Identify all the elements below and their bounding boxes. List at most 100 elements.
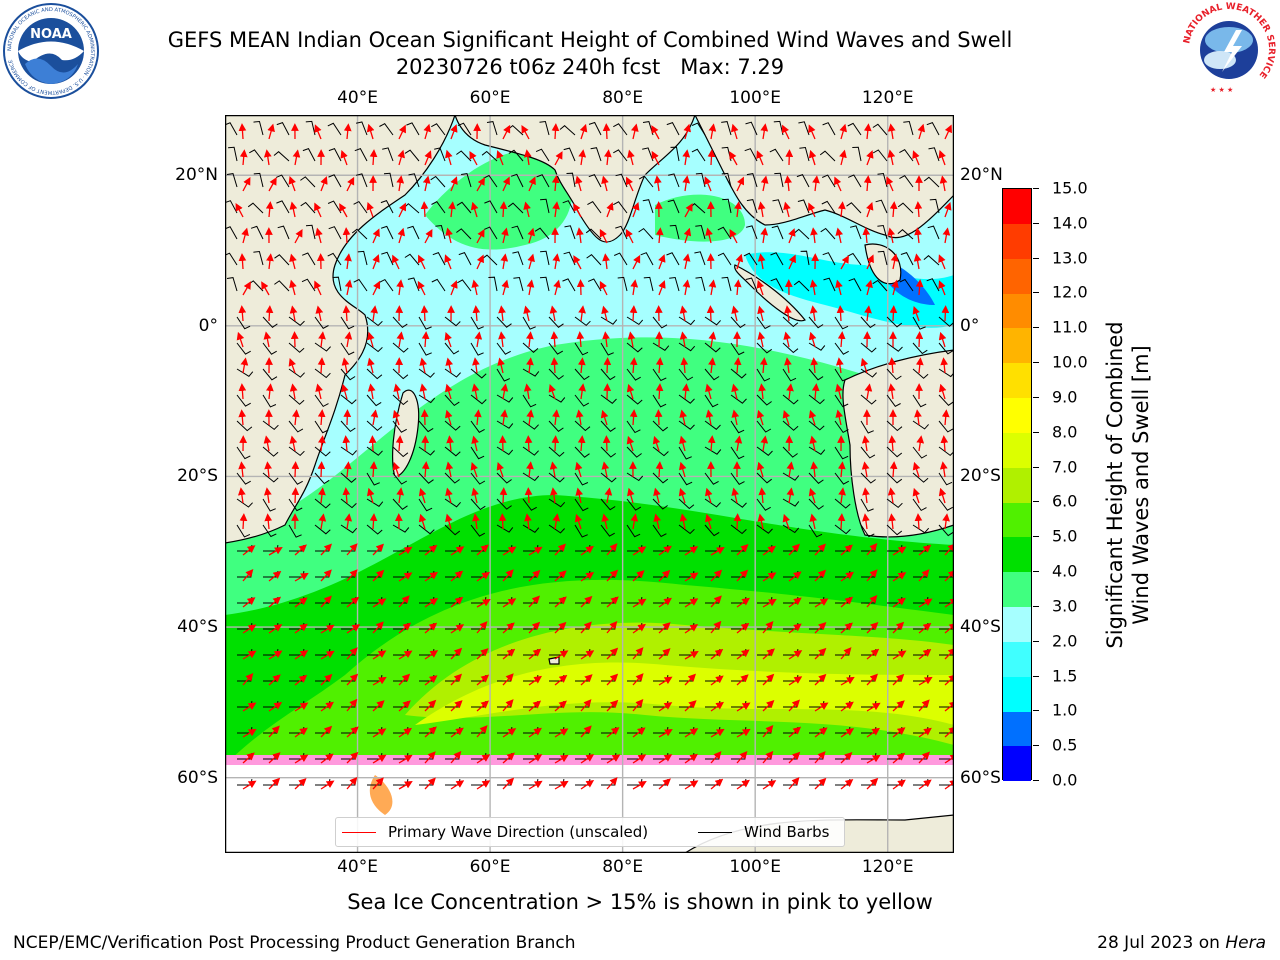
wave-direction-arrow	[731, 487, 739, 504]
wave-direction-arrow	[527, 253, 535, 270]
wind-barb	[548, 420, 564, 432]
wave-direction-arrow	[528, 621, 541, 634]
wave-direction-arrow	[632, 598, 647, 608]
colorbar-segment	[1003, 641, 1031, 677]
wind-barb	[340, 472, 357, 483]
wind-barb	[834, 472, 850, 485]
wave-direction-arrow	[450, 280, 458, 296]
wave-direction-arrow	[602, 435, 611, 452]
wave-direction-arrow	[658, 729, 673, 738]
wind-barb	[305, 224, 316, 240]
colorbar-tick-mark	[1033, 327, 1039, 329]
wind-barb	[847, 122, 862, 136]
wave-direction-arrow	[918, 598, 933, 608]
wave-direction-arrow	[835, 409, 844, 426]
wave-direction-arrow	[708, 331, 717, 348]
wave-direction-arrow	[289, 305, 298, 322]
lat-label-right: 40°S	[960, 617, 1001, 638]
wind-barb	[808, 394, 825, 405]
wind-barb	[756, 342, 772, 354]
wave-direction-arrow	[573, 203, 582, 218]
wave-direction-arrow	[554, 151, 563, 166]
wave-direction-arrow	[369, 461, 378, 478]
wave-direction-arrow	[710, 675, 724, 686]
wind-barb	[721, 172, 732, 188]
wave-direction-arrow	[684, 203, 693, 218]
wave-direction-arrow	[528, 569, 541, 582]
wind-barb	[392, 472, 408, 485]
wave-direction-arrow	[944, 726, 954, 738]
wave-direction-arrow	[392, 409, 401, 426]
wind-barb	[340, 420, 356, 433]
wind-barb	[626, 420, 641, 434]
wind-barb	[435, 224, 446, 240]
wind-barb	[566, 172, 576, 188]
wave-direction-arrow	[760, 175, 769, 192]
colorbar-segment	[1003, 572, 1031, 608]
wind-barb	[756, 394, 772, 406]
wave-direction-arrow	[788, 543, 801, 556]
wind-barb	[642, 199, 654, 214]
wave-direction-arrow	[658, 280, 666, 296]
wind-barb	[225, 226, 238, 240]
wave-direction-arrow	[320, 176, 328, 192]
wind-barb	[366, 472, 380, 486]
wind-barb	[288, 394, 305, 405]
wind-barb	[418, 394, 436, 404]
wind-barb	[695, 276, 706, 292]
wave-direction-arrow	[500, 409, 508, 426]
wind-barb	[600, 368, 616, 381]
wind-barb	[481, 150, 498, 162]
wind-barb	[770, 252, 784, 266]
wave-direction-arrow	[528, 595, 540, 608]
colorbar-tick-label: 7.0	[1052, 457, 1078, 477]
wind-barb	[872, 123, 888, 136]
colorbar-tick-mark	[1033, 605, 1039, 607]
wind-barb	[496, 498, 512, 510]
wind-barb	[928, 147, 940, 162]
wave-direction-arrow	[502, 699, 514, 712]
wind-barb	[496, 394, 514, 403]
wind-barb	[522, 316, 536, 330]
wave-direction-arrow	[554, 780, 569, 790]
wave-direction-arrow	[887, 383, 896, 400]
wave-direction-arrow	[840, 728, 855, 738]
wind-barb	[288, 498, 303, 512]
wind-barb	[548, 394, 566, 403]
wind-barb	[314, 368, 331, 379]
wind-barb	[407, 225, 420, 240]
wave-direction-arrow	[524, 513, 532, 530]
colorbar-tick-mark	[1033, 222, 1039, 224]
wave-direction-arrow	[342, 227, 351, 244]
colorbar-segment	[1003, 293, 1031, 329]
wave-direction-arrow	[238, 409, 247, 426]
wind-barb	[678, 498, 695, 510]
wind-barb	[704, 342, 721, 353]
wind-barb	[860, 446, 876, 459]
wave-direction-arrow	[266, 253, 274, 270]
wave-direction-arrow	[809, 513, 818, 530]
wind-barb	[300, 176, 316, 188]
wave-direction-legend-label: Primary Wave Direction (unscaled)	[388, 823, 649, 841]
wind-barb	[860, 342, 877, 353]
wind-barb	[848, 174, 862, 188]
wave-direction-arrow	[339, 203, 348, 218]
wind-barb	[548, 472, 565, 483]
wave-direction-arrow	[396, 175, 405, 192]
wave-direction-arrow	[705, 409, 714, 426]
wave-direction-arrow	[346, 673, 359, 686]
wave-direction-arrow	[863, 175, 872, 192]
wave-direction-arrow	[783, 201, 791, 218]
colorbar	[1002, 188, 1032, 782]
wave-direction-arrow	[502, 752, 515, 764]
wave-direction-arrow	[733, 279, 742, 296]
wave-direction-arrow	[424, 699, 437, 712]
wave-direction-arrow	[424, 650, 439, 660]
wind-barb	[822, 174, 836, 188]
wind-barb	[626, 498, 642, 511]
wind-barb	[456, 150, 472, 162]
wave-direction-arrow	[424, 675, 438, 686]
wave-direction-arrow	[424, 150, 432, 166]
wave-direction-arrow	[525, 331, 534, 348]
wave-direction-arrow	[866, 254, 874, 270]
